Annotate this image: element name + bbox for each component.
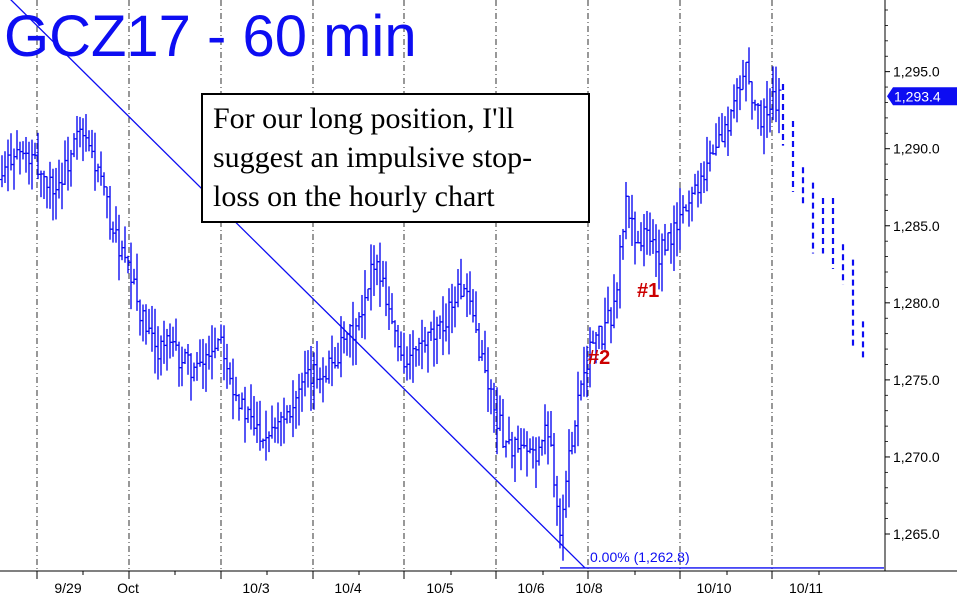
price-tick-label: 1,270.0 <box>893 449 940 465</box>
date-label: 9/29 <box>54 580 81 596</box>
date-label: 10/6 <box>517 580 544 596</box>
price-bars <box>0 47 782 561</box>
date-label: 10/5 <box>426 580 453 596</box>
commentary-line-3: loss on the hourly chart <box>213 180 495 213</box>
date-label: 10/10 <box>696 580 731 596</box>
fib-level-label: 0.00% (1,262.8) <box>590 549 690 565</box>
date-label: 10/11 <box>789 580 823 596</box>
projection-layer <box>781 83 865 362</box>
price-axis: 1,265.0 1,270.0 1,275.0 1,280.0 1,285.0 1,290… <box>884 0 957 571</box>
date-label: 10/4 <box>334 580 361 596</box>
annotation-layer: #1 #2 <box>588 280 659 369</box>
date-label: Oct <box>117 580 139 596</box>
commentary-line-2: suggest an impulsive stop- <box>213 141 533 174</box>
date-label: 10/3 <box>242 580 269 596</box>
pivot-annotation: #1 <box>637 280 659 302</box>
commentary-box: For our long position, I'll suggest an i… <box>201 93 590 223</box>
price-tick-label: 1,275.0 <box>893 372 940 388</box>
price-tick-label: 1,295.0 <box>893 64 940 80</box>
price-tick-label: 1,280.0 <box>893 295 940 311</box>
pivot-annotation: #2 <box>588 347 610 369</box>
price-tick-label: 1,265.0 <box>893 526 940 542</box>
trendline-layer: 0.00% (1,262.8) <box>10 0 884 569</box>
last-price-label: 1,293.4 <box>894 88 941 104</box>
price-tick-label: 1,290.0 <box>893 141 940 157</box>
commentary-line-1: For our long position, I'll <box>213 102 515 135</box>
chart-title: GCZ17 - 60 min <box>4 4 417 69</box>
descending-trendline <box>10 0 586 569</box>
date-axis: 9/29 Oct 10/3 10/4 10/5 10/6 10/8 10/10 10/11 <box>0 570 957 596</box>
price-tick-label: 1,285.0 <box>893 218 940 234</box>
date-label: 10/8 <box>575 580 602 596</box>
last-price-tag <box>887 87 957 106</box>
